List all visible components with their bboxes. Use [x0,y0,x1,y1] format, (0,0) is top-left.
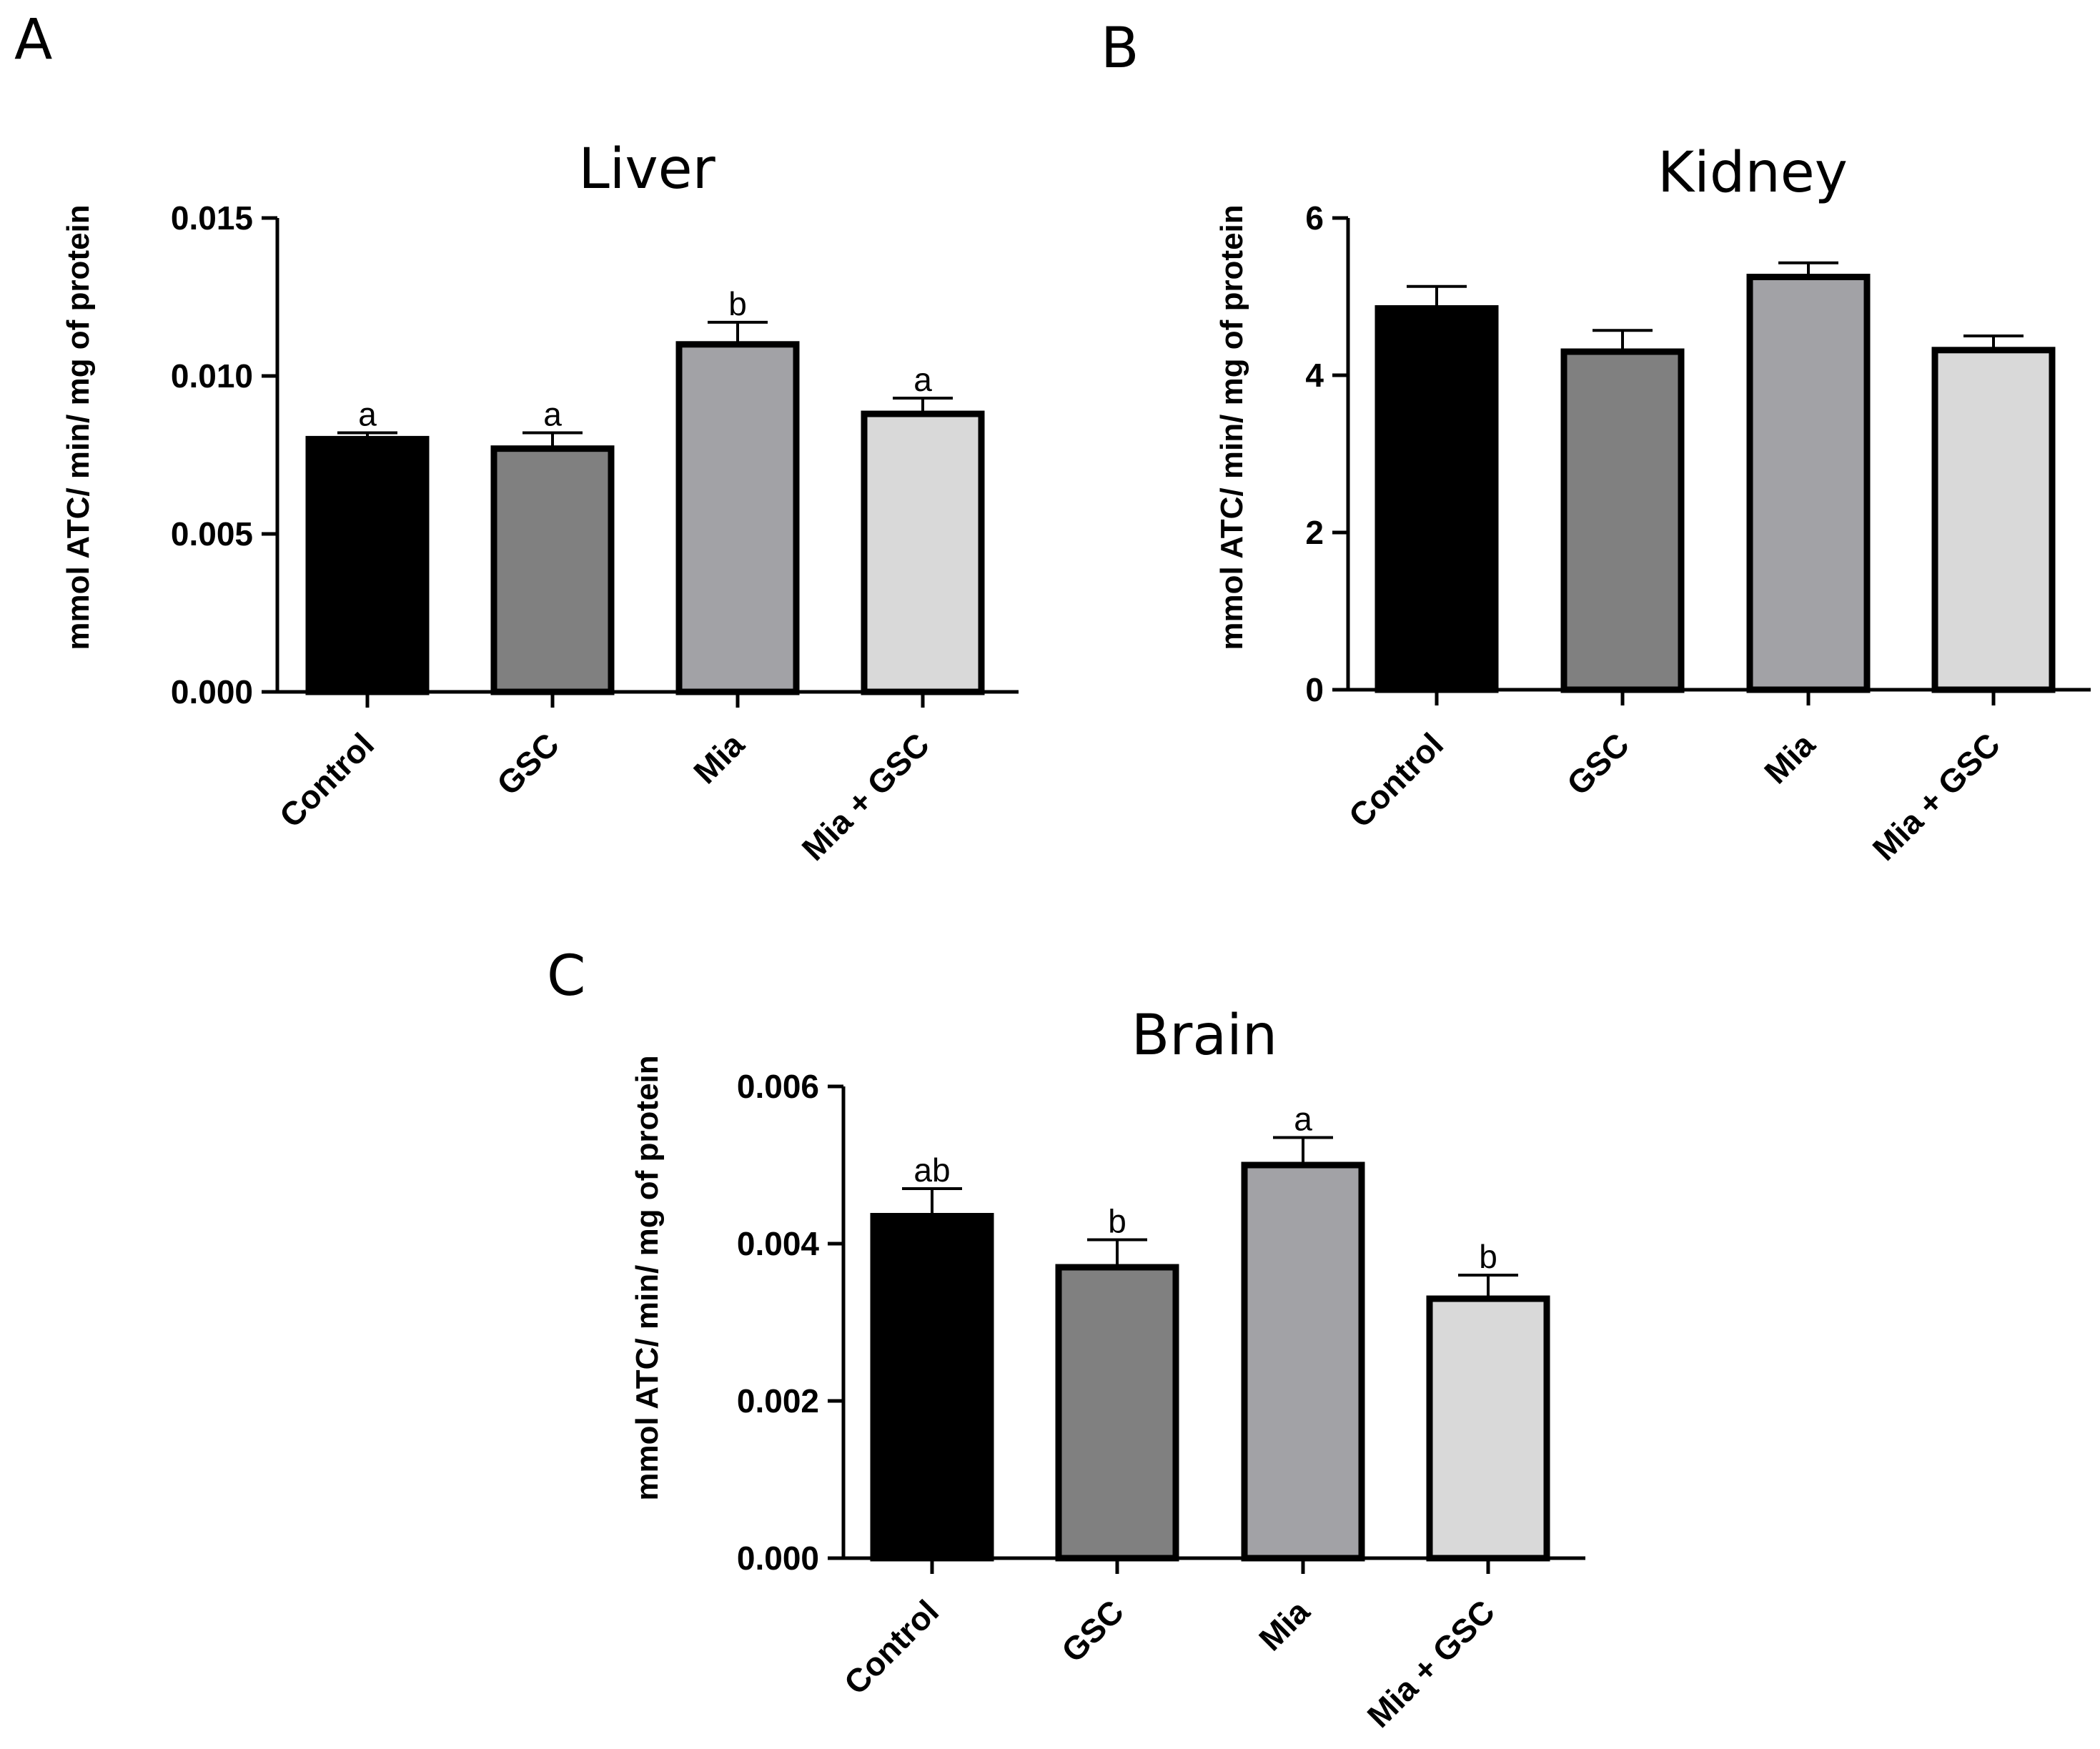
liver-bar-control [305,435,430,695]
brain-y-tick-label: 0.006 [737,1068,819,1105]
brain-sig-label-mia: a [1294,1101,1312,1138]
liver-y-tick-label: 0.000 [171,673,253,710]
liver-bar-gsc [490,445,615,695]
brain-y-tick-label: 0.004 [737,1225,820,1262]
y-axis-label-kidney: mmol ATC/ min/ mg of protein [1214,204,1249,650]
liver-y-tick-label: 0.005 [171,515,253,553]
chart-title-liver: Liver [578,137,715,202]
brain-sig-label-control: ab [913,1151,950,1189]
liver-category-label-mia-gsc: Mia + GSC [795,725,937,868]
brain-bar-gsc [1055,1264,1179,1562]
panel-letter-a: A [14,8,52,72]
panel-a-liver: A Liver mmol ATC/ min/ mg of protein a a b… [14,8,1019,868]
kidney-category-label-control: Control [1342,725,1450,834]
liver-category-label-control: Control [272,725,381,834]
brain-sig-label-gsc: b [1108,1203,1126,1240]
liver-bar-mia [675,341,800,695]
brain-bar-mia-gsc [1426,1295,1550,1562]
kidney-y-tick-label: 2 [1305,514,1324,551]
kidney-y-tick-label: 0 [1305,671,1324,708]
y-axis-label-liver: mmol ATC/ min/ mg of protein [61,204,96,650]
kidney-category-label-mia-gsc: Mia + GSC [1866,725,2008,868]
kidney-bar-control [1375,305,1499,693]
kidney-bar-gsc [1560,348,1685,693]
kidney-bar-mia [1746,274,1871,693]
brain-bar-control [870,1213,994,1562]
panel-b-kidney: B Kidney mmol ATC/ min/ mg of protein 0 2… [1101,16,2091,868]
y-axis-label-brain: mmol ATC/ min/ mg of protein [630,1055,665,1500]
liver-sig-label-control: a [358,396,377,433]
panel-letter-c: C [547,944,585,1009]
liver-category-label-gsc: GSC [490,725,566,802]
brain-category-label-gsc: GSC [1054,1592,1131,1669]
chart-title-brain: Brain [1131,1004,1277,1068]
brain-sig-label-mia-gsc: b [1479,1238,1497,1275]
brain-category-label-mia-gsc: Mia + GSC [1360,1592,1502,1735]
panel-letter-b: B [1101,16,1139,81]
liver-bar-mia-gsc [861,410,985,695]
kidney-category-label-mia: Mia [1757,725,1822,791]
liver-y-tick-label: 0.010 [171,357,253,395]
liver-sig-label-mia: b [728,285,747,322]
brain-y-tick-label: 0.002 [737,1382,819,1419]
chart-title-kidney: Kidney [1658,141,1848,205]
panel-c-brain: C Brain mmol ATC/ min/ mg of protein abb… [547,944,1585,1735]
liver-category-label-mia: Mia [686,725,751,791]
kidney-bar-mia-gsc [1931,347,2056,693]
liver-sig-label-mia-gsc: a [913,361,932,398]
liver-y-tick-label: 0.015 [171,199,253,237]
brain-category-label-control: Control [837,1592,946,1701]
kidney-y-tick-label: 6 [1305,199,1324,237]
brain-bar-mia [1241,1161,1365,1562]
brain-y-tick-label: 0.000 [737,1540,819,1577]
brain-category-label-mia: Mia [1252,1592,1317,1658]
kidney-y-tick-label: 4 [1305,357,1324,394]
kidney-category-label-gsc: GSC [1560,725,1636,802]
liver-sig-label-gsc: a [543,396,562,433]
